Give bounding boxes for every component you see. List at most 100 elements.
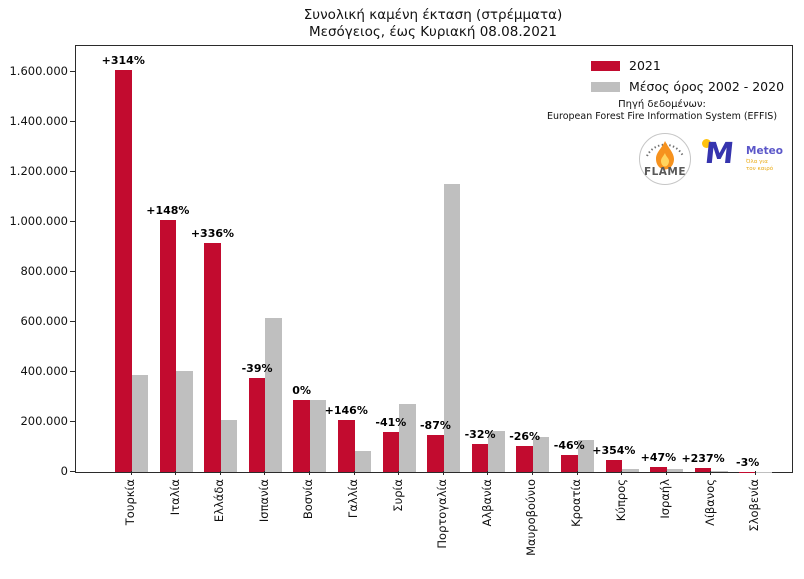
pct-label-Βοσνία: 0% <box>292 383 311 397</box>
pct-label-Αλβανία: -32% <box>464 428 496 442</box>
pct-label-Ιταλία: +148% <box>146 204 190 218</box>
bar-average-Αλβανία <box>488 430 505 472</box>
y-tick-1.000.000 <box>70 221 75 223</box>
x-tick-label-Κροατία: Κροατία <box>569 479 583 527</box>
data-source-note: Πηγή δεδομένων: European Forest Fire Inf… <box>533 99 791 122</box>
pct-label-Λίβανος: +237% <box>681 452 725 466</box>
y-tick-label-1.000.000: 1.000.000 <box>9 214 68 229</box>
bar-average-Ισραήλ <box>666 468 684 472</box>
x-tick-Σλοβενία <box>754 471 756 475</box>
x-tick-label-Πορτογαλία: Πορτογαλία <box>435 479 450 549</box>
y-tick-label-200.000: 200.000 <box>20 414 68 429</box>
y-tick-label-0: 0 <box>60 464 68 478</box>
flame-logo: FLAME <box>639 133 691 185</box>
pct-label-Πορτογαλία: -87% <box>419 418 451 432</box>
x-tick-label-Λίβανος: Λίβανος <box>702 479 717 526</box>
x-tick-label-Ιταλία: Ιταλία <box>167 479 182 516</box>
x-tick-label-Μαυροβούνιο: Μαυροβούνιο <box>524 479 539 556</box>
x-tick-Ισπανία <box>264 471 266 475</box>
bar-2021-Ελλάδα <box>204 243 221 472</box>
legend-label-2021: 2021 <box>629 58 661 73</box>
bar-average-Βοσνία <box>309 399 327 472</box>
y-tick-600.000 <box>70 321 75 323</box>
x-tick-Συρία <box>398 471 400 475</box>
bar-2021-Λίβανος <box>694 468 712 472</box>
bar-2021-Γαλλία <box>338 419 355 472</box>
x-tick-Μαυροβούνιο <box>531 471 533 475</box>
pct-label-Γαλλία: +146% <box>324 403 368 417</box>
y-tick-1.200.000 <box>70 171 75 173</box>
chart-title: Συνολική καμένη έκταση (στρέμματα) <box>303 7 563 23</box>
x-tick-Λίβανος <box>710 471 712 475</box>
y-tick-label-1.600.000: 1.600.000 <box>9 64 68 79</box>
x-tick-label-Συρία: Συρία <box>390 479 405 512</box>
y-tick-200.000 <box>70 421 75 423</box>
meteo-logo-m-icon: M <box>703 136 736 170</box>
x-tick-Ιταλία <box>175 471 177 475</box>
bar-2021-Κροατία <box>561 454 578 472</box>
x-tick-Αλβανία <box>487 471 489 475</box>
bar-2021-Ισπανία <box>248 377 266 472</box>
legend-swatch-average <box>591 81 620 92</box>
bar-average-Τουρκία <box>131 375 148 472</box>
y-tick-label-600.000: 600.000 <box>20 314 68 329</box>
x-tick-label-Ισραήλ: Ισραήλ <box>658 479 673 519</box>
bar-2021-Ισραήλ <box>650 467 667 472</box>
bar-2021-Τουρκία <box>115 70 132 472</box>
chart-subtitle: Μεσόγειος, έως Κυριακή 08.08.2021 <box>309 24 557 40</box>
x-tick-label-Σλοβενία: Σλοβενία <box>747 479 762 532</box>
y-tick-400.000 <box>70 371 75 373</box>
bar-2021-Ιταλία <box>159 220 177 472</box>
bar-2021-Κύπρος <box>605 459 623 472</box>
meteo-logo-dot-icon <box>702 139 711 148</box>
x-tick-Γαλλία <box>353 471 355 475</box>
x-tick-label-Αλβανία: Αλβανία <box>479 479 494 527</box>
legend-label-average: Μέσος όρος 2002 - 2020 <box>629 79 785 94</box>
x-tick-label-Βοσνία: Βοσνία <box>301 479 316 520</box>
x-tick-Κροατία <box>576 471 578 475</box>
pct-label-Ισραήλ: +47% <box>640 451 677 465</box>
x-tick-label-Τουρκία: Τουρκία <box>123 479 137 526</box>
x-tick-label-Ισπανία: Ισπανία <box>256 479 271 523</box>
pct-label-Κύπρος: +354% <box>592 443 636 457</box>
x-tick-Πορτογαλία <box>442 471 444 475</box>
pct-label-Ισπανία: -39% <box>241 361 273 375</box>
bar-average-Πορτογαλία <box>443 183 461 472</box>
meteo-logo-text-block: Meteo Όλα για τον καιρό <box>746 145 783 172</box>
pct-label-Ελλάδα: +336% <box>190 227 235 241</box>
y-tick-label-1.400.000: 1.400.000 <box>9 114 68 129</box>
chart-title-block: Συνολική καμένη έκταση (στρέμματα) Μεσόγ… <box>75 7 791 41</box>
bar-2021-Πορτογαλία <box>427 434 444 472</box>
bar-chart-plot-area: +314% +148% +336% -39% 0% +146% -41% -87% -32% -2… <box>75 45 793 473</box>
x-tick-Ισραήλ <box>665 471 667 475</box>
x-tick-Κύπρος <box>621 471 623 475</box>
data-source-label: Πηγή δεδομένων: <box>618 99 706 110</box>
pct-label-Σλοβενία: -3% <box>736 455 760 469</box>
bar-average-Λίβανος <box>711 470 728 472</box>
bar-2021-Βοσνία <box>293 399 310 472</box>
data-source-name: European Forest Fire Information System … <box>546 111 778 122</box>
bar-2021-Αλβανία <box>471 444 489 472</box>
pct-label-Τουρκία: +314% <box>101 54 145 68</box>
y-tick-1.600.000 <box>70 71 75 73</box>
chart-legend: 2021 Μέσος όρος 2002 - 2020 <box>591 55 784 97</box>
y-tick-label-400.000: 400.000 <box>20 364 68 379</box>
meteo-logo-name: Meteo <box>746 145 783 157</box>
bar-average-Ισπανία <box>265 317 282 472</box>
y-tick-label-800.000: 800.000 <box>20 264 68 279</box>
legend-swatch-2021 <box>591 60 620 71</box>
x-tick-Ελλάδα <box>219 471 221 475</box>
pct-label-Κροατία: -46% <box>553 438 585 452</box>
bar-2021-Συρία <box>382 432 400 472</box>
bar-average-Συρία <box>399 404 416 472</box>
bar-average-Ελλάδα <box>220 419 238 472</box>
pct-label-Συρία: -41% <box>375 416 407 430</box>
flame-logo-arc-text <box>646 143 684 157</box>
y-tick-800.000 <box>70 271 75 273</box>
x-tick-Βοσνία <box>308 471 310 475</box>
pct-label-Μαυροβούνιο: -26% <box>509 429 541 443</box>
bar-average-Ιταλία <box>176 370 193 472</box>
bar-average-Γαλλία <box>354 450 371 472</box>
y-tick-1.400.000 <box>70 121 75 123</box>
